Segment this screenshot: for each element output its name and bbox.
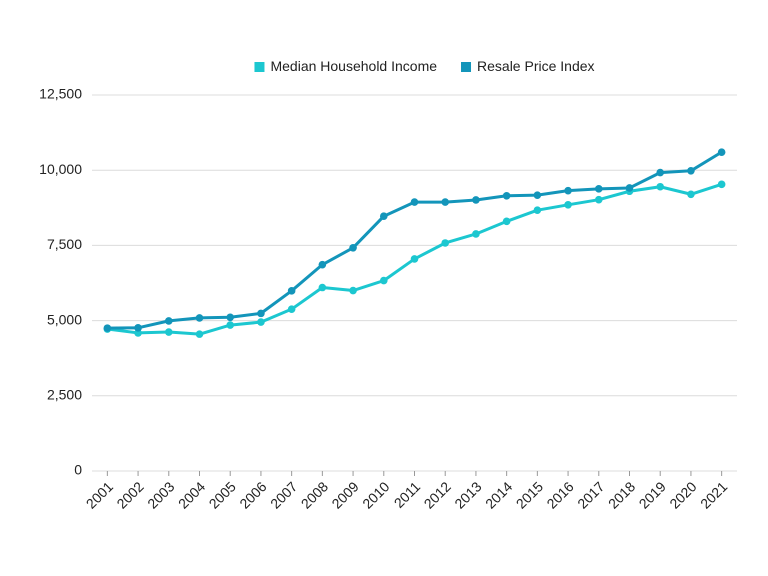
data-point xyxy=(502,217,511,226)
x-tick-label: 2009 xyxy=(328,478,361,511)
x-tick-label: 2016 xyxy=(543,478,576,511)
x-tick-label: 2017 xyxy=(574,478,607,511)
x-tick-label: 2006 xyxy=(236,478,269,511)
data-point xyxy=(195,330,204,338)
legend-label: Median Household Income xyxy=(270,58,437,74)
x-tick-label: 2021 xyxy=(697,478,730,511)
data-point xyxy=(564,200,572,209)
legend-swatch xyxy=(461,62,472,72)
data-point xyxy=(134,324,142,332)
data-point xyxy=(656,168,665,177)
y-tick-label: 2,500 xyxy=(47,387,82,403)
x-tick-label: 2013 xyxy=(451,478,484,511)
data-point xyxy=(257,309,265,318)
data-point xyxy=(226,313,235,322)
legend-swatch xyxy=(254,62,265,72)
x-tick-label: 2008 xyxy=(298,478,331,511)
data-point xyxy=(379,276,388,285)
data-point xyxy=(287,287,296,295)
data-point xyxy=(564,186,572,195)
x-tick-label: 2010 xyxy=(359,478,392,511)
data-point xyxy=(441,198,450,206)
data-point xyxy=(318,260,327,269)
data-point xyxy=(103,324,112,332)
data-point xyxy=(717,148,726,156)
data-point xyxy=(195,314,204,322)
data-point xyxy=(533,191,542,199)
y-tick-label: 12,500 xyxy=(39,86,82,102)
data-point xyxy=(164,328,173,336)
data-point xyxy=(257,318,265,326)
x-tick-label: 2018 xyxy=(605,478,638,511)
x-tick-label: 2001 xyxy=(83,478,116,511)
x-tick-label: 2020 xyxy=(666,478,699,511)
data-point xyxy=(318,283,327,292)
data-point xyxy=(472,230,480,238)
data-point xyxy=(687,167,695,175)
series-line xyxy=(107,150,723,330)
data-point xyxy=(533,206,542,215)
x-tick-label: 2015 xyxy=(513,478,546,511)
data-point xyxy=(287,305,296,313)
y-tick-label: 0 xyxy=(74,462,82,478)
x-tick-label: 2005 xyxy=(206,478,239,511)
data-point xyxy=(717,180,726,189)
data-point xyxy=(625,184,634,192)
data-point xyxy=(502,191,511,200)
x-tick-label: 2003 xyxy=(144,478,177,511)
data-point xyxy=(441,239,450,247)
x-tick-label: 2011 xyxy=(391,478,424,511)
y-tick-label: 10,000 xyxy=(39,161,82,177)
y-tick-label: 5,000 xyxy=(47,311,82,327)
x-tick-label: 2004 xyxy=(175,478,208,511)
data-point xyxy=(410,198,419,206)
x-tick-label: 2019 xyxy=(636,478,669,511)
x-tick-label: 2012 xyxy=(421,478,454,511)
data-point xyxy=(226,321,235,329)
x-tick-label: 2002 xyxy=(113,478,146,511)
data-point xyxy=(410,255,419,263)
y-tick-label: 7,500 xyxy=(47,236,82,252)
data-point xyxy=(594,185,603,193)
data-point xyxy=(349,286,357,295)
legend-label: Resale Price Index xyxy=(477,58,595,74)
x-tick-label: 2007 xyxy=(267,478,300,511)
data-point xyxy=(656,182,665,191)
data-point xyxy=(594,195,603,204)
data-point xyxy=(687,190,695,199)
data-point xyxy=(472,196,480,204)
x-tick-label: 2014 xyxy=(482,478,515,511)
data-point xyxy=(379,212,388,221)
data-point xyxy=(349,244,357,252)
data-point xyxy=(164,317,173,325)
